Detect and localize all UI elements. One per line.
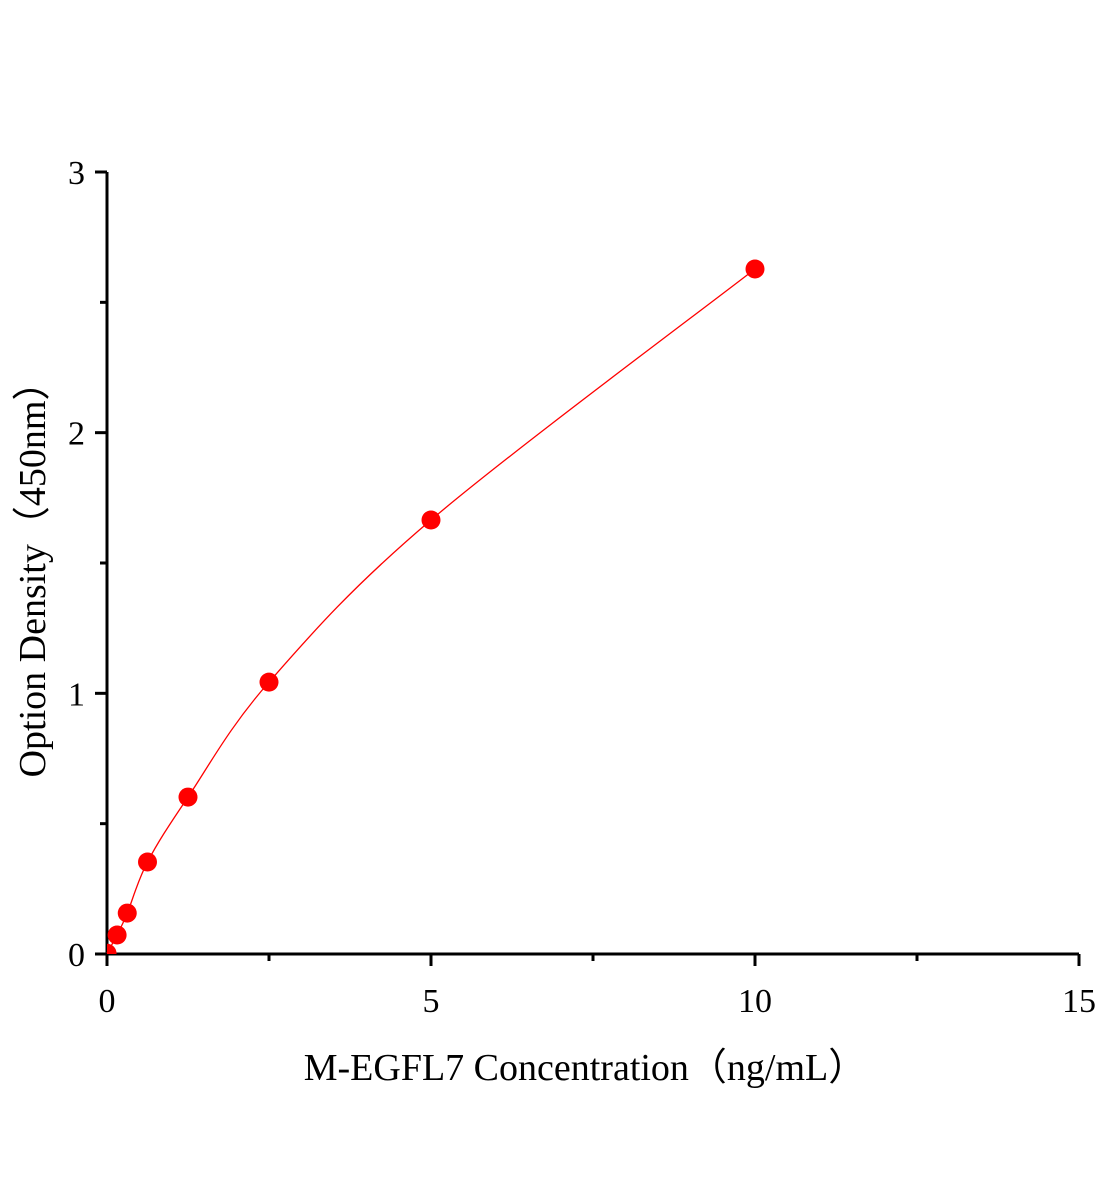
data-point <box>107 925 127 945</box>
data-point <box>745 259 765 279</box>
x-tick-label: 15 <box>1062 983 1096 1020</box>
data-point <box>178 787 198 807</box>
y-axis-label: Option Density（450nm） <box>12 363 54 778</box>
y-tick-label: 3 <box>68 155 85 192</box>
data-point <box>117 903 137 923</box>
data-points <box>107 259 765 954</box>
x-tick-label: 10 <box>738 983 772 1020</box>
fit-curve <box>106 268 756 954</box>
data-point <box>259 672 279 692</box>
x-axis-label: M-EGFL7 Concentration（ng/mL） <box>304 1047 867 1089</box>
y-tick-label: 0 <box>68 937 85 974</box>
axes <box>105 172 1079 956</box>
ticks: 0 5 10 15 0 1 2 3 <box>68 155 1096 1020</box>
fit-curve-group <box>106 268 756 954</box>
data-point <box>421 510 441 530</box>
x-tick-label: 5 <box>423 983 440 1020</box>
data-point <box>138 852 157 872</box>
x-tick-label: 0 <box>99 983 116 1020</box>
y-tick-label: 2 <box>68 416 85 453</box>
data-point <box>107 943 117 954</box>
y-tick-label: 1 <box>68 676 85 713</box>
